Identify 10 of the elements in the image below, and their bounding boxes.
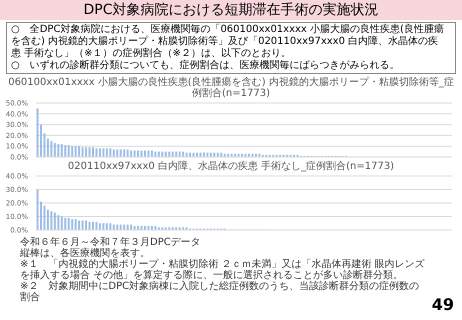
text: ※１ 「内視鏡的大腸ポリープ・粘膜切除術 ２ｃｍ未満」又は「水晶体再建術 眼内レンズを挿入する場合 その他」を算定する際に、一般に選択されることが多い診断群分類。 (20, 259, 426, 281)
text: 令和６年６月～令和７年３月DPCデータ (20, 237, 202, 248)
text: 縦棒は、各医療機関を表す。 (20, 248, 150, 259)
text: 49 (432, 295, 454, 314)
chart-title: 020110xx97xxx0 白内障、水晶体の疾患 手術なし_症例割合(n=1773) (66, 161, 396, 172)
text: ○ いずれの診断群分類についても、症例割合は、医療機関毎にばらつきがみられる。 (11, 60, 401, 72)
chart-title: 060100xx01xxxx 小腸大腸の良性疾患(良性腫瘍を含む) 内視鏡的大腸ポリープ・粘膜切除術等_症例割合(n=1773) (7, 77, 455, 99)
text: ※２ 対象期間中にDPC対象病棟に入院した総症例数のうち、当該診断群分類の症例数の割合 (20, 281, 420, 303)
text: DPC対象病院における短期滞在手術の実施状況 (0, 0, 462, 20)
text: ○ 全DPC対象病院における、医療機関毎の「060100xx01xxxx 小腸大腸の良性疾患(良性腫瘍を含む) 内視鏡的大腸ポリープ・粘膜切除術等」及び「020110xx97xxx0 白内障、水晶体の疾患 手術なし」（※１）の症例割合（※２）は、以下のとおり。 (11, 24, 445, 60)
